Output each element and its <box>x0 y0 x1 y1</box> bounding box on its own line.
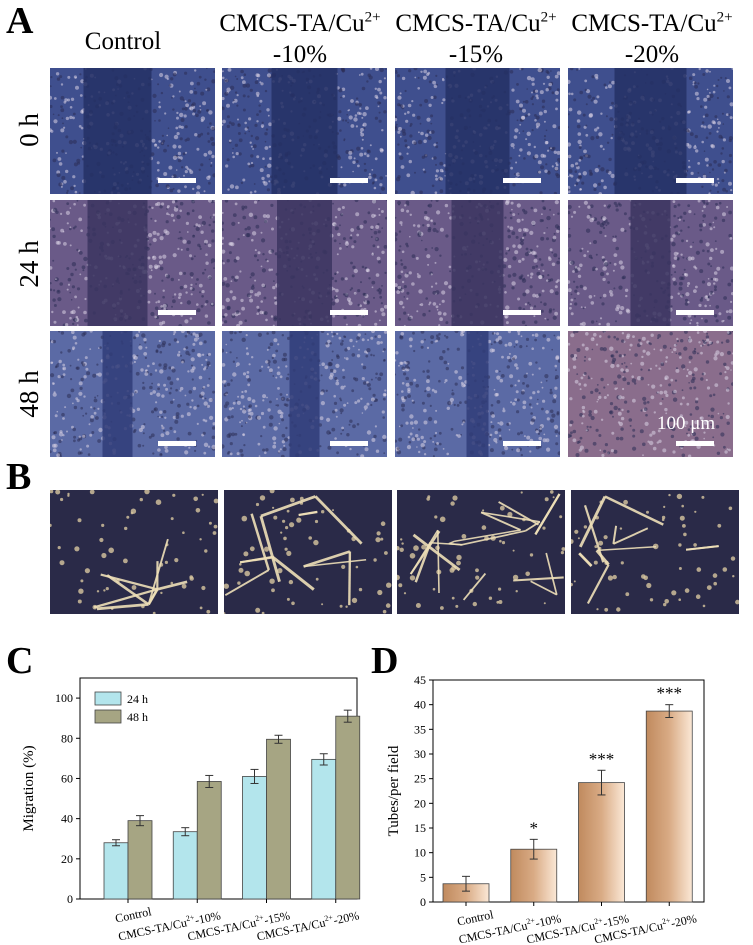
bar <box>645 710 693 903</box>
tube-image <box>50 490 218 614</box>
wound-image <box>568 68 733 194</box>
scale-bar <box>330 178 368 183</box>
column-header-10-line2: -10% <box>272 41 328 69</box>
x-tick-label: Control <box>114 904 153 925</box>
wound-image <box>568 331 733 457</box>
y-tick-label: 10 <box>414 846 426 860</box>
column-header-15-line1: CMCS-TA/Cu <box>395 10 541 37</box>
wound-image <box>50 68 215 194</box>
panel-label-d: D <box>371 640 399 682</box>
scale-bar <box>158 441 196 446</box>
bar <box>172 831 198 900</box>
legend-swatch <box>94 709 122 724</box>
y-tick-label: 45 <box>414 673 426 687</box>
y-tick-label: 0 <box>67 892 73 906</box>
legend-swatch <box>94 691 122 706</box>
significance-marker: *** <box>657 684 683 703</box>
y-axis-label: Migration (%) <box>21 745 37 831</box>
row-label-0h: 0 h <box>14 113 44 147</box>
scale-bar <box>676 441 714 446</box>
significance-marker: *** <box>589 749 615 768</box>
column-header-15-sup: 2+ <box>540 9 557 26</box>
y-tick-label: 60 <box>61 771 73 785</box>
y-tick-label: 80 <box>61 731 73 745</box>
scale-bar <box>676 310 714 315</box>
plot-frame <box>432 679 705 903</box>
bar <box>103 842 129 900</box>
bar <box>127 820 153 900</box>
column-header-control-text: Control <box>84 28 162 55</box>
wound-image <box>395 200 560 326</box>
wound-image <box>568 200 733 326</box>
y-tick-label: 30 <box>414 747 426 761</box>
y-tick-label: 5 <box>420 870 426 884</box>
y-tick-label: 15 <box>414 821 426 835</box>
wound-image <box>395 331 560 457</box>
bar <box>335 715 361 900</box>
tube-image <box>224 490 392 614</box>
wound-image <box>395 68 560 194</box>
bar <box>311 758 337 900</box>
scale-bar <box>503 178 541 183</box>
bar <box>242 776 267 900</box>
y-tick-label: 20 <box>61 852 73 866</box>
bar <box>578 782 625 903</box>
scale-bar <box>330 310 368 315</box>
tube-image <box>397 490 565 614</box>
tube-image <box>571 490 739 614</box>
column-header-20-sup: 2+ <box>716 9 733 26</box>
scale-bar <box>503 310 541 315</box>
y-tick-label: 100 <box>55 691 73 705</box>
row-label-48h: 48 h <box>14 370 44 418</box>
panel-label-a: A <box>6 0 34 42</box>
scale-bar <box>158 310 196 315</box>
y-tick-label: 40 <box>61 812 73 826</box>
row-label-24h: 24 h <box>14 240 44 288</box>
column-header-15: CMCS-TA/Cu2+ -15% <box>386 8 566 71</box>
significance-marker: * <box>530 818 539 837</box>
y-tick-label: 0 <box>420 895 426 909</box>
y-tick-label: 40 <box>414 698 426 712</box>
wound-image <box>222 68 387 194</box>
column-header-10-sup: 2+ <box>364 9 381 26</box>
column-header-20: CMCS-TA/Cu2+ -20% <box>562 8 742 71</box>
column-header-20-line2: -20% <box>624 41 680 69</box>
column-header-20-line1: CMCS-TA/Cu <box>571 10 717 37</box>
scale-bar <box>503 441 541 446</box>
scale-bar-label: 100 μm <box>657 413 716 434</box>
y-tick-label: 25 <box>414 772 426 786</box>
column-header-10-line1: CMCS-TA/Cu <box>219 10 365 37</box>
legend-label: 24 h <box>127 692 148 706</box>
y-axis-label: Tubes/per field <box>386 745 402 836</box>
panel-label-c: C <box>6 640 34 682</box>
wound-image <box>50 331 215 457</box>
bar <box>196 781 222 900</box>
wound-image <box>222 331 387 457</box>
wound-image <box>222 200 387 326</box>
column-header-15-line2: -15% <box>448 41 504 69</box>
legend-label: 48 h <box>127 710 148 724</box>
scale-bar <box>330 441 368 446</box>
y-tick-label: 35 <box>414 722 426 736</box>
wound-image <box>50 200 215 326</box>
column-header-control: Control <box>48 26 198 57</box>
y-tick-label: 20 <box>414 796 426 810</box>
bar <box>266 738 291 900</box>
column-header-10: CMCS-TA/Cu2+ -10% <box>210 8 390 71</box>
scale-bar <box>676 178 714 183</box>
panel-label-b: B <box>6 456 32 498</box>
scale-bar <box>158 178 196 183</box>
